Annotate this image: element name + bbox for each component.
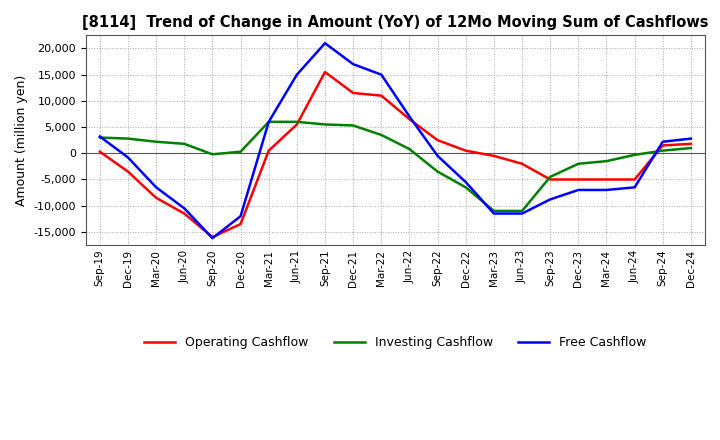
Investing Cashflow: [349, 123, 358, 128]
Operating Cashflow: [349, 90, 358, 95]
Legend: Operating Cashflow, Investing Cashflow, Free Cashflow: Operating Cashflow, Investing Cashflow, …: [139, 331, 652, 354]
Free Cashflow: [433, 153, 442, 158]
Investing Cashflow: [377, 132, 386, 138]
Investing Cashflow: [152, 139, 161, 144]
Line: Free Cashflow: Free Cashflow: [100, 43, 691, 238]
Operating Cashflow: [320, 70, 329, 75]
Line: Investing Cashflow: Investing Cashflow: [100, 122, 691, 211]
Operating Cashflow: [490, 153, 498, 158]
Investing Cashflow: [659, 148, 667, 153]
Free Cashflow: [349, 62, 358, 67]
Operating Cashflow: [208, 235, 217, 240]
Operating Cashflow: [180, 211, 189, 216]
Line: Operating Cashflow: Operating Cashflow: [100, 72, 691, 237]
Operating Cashflow: [462, 148, 470, 153]
Investing Cashflow: [405, 147, 414, 152]
Investing Cashflow: [433, 169, 442, 174]
Operating Cashflow: [518, 161, 526, 166]
Investing Cashflow: [124, 136, 132, 141]
Operating Cashflow: [377, 93, 386, 98]
Investing Cashflow: [236, 149, 245, 154]
Operating Cashflow: [405, 117, 414, 122]
Investing Cashflow: [687, 145, 696, 150]
Operating Cashflow: [264, 148, 273, 153]
Operating Cashflow: [152, 195, 161, 201]
Operating Cashflow: [124, 169, 132, 174]
Free Cashflow: [377, 72, 386, 77]
Investing Cashflow: [602, 158, 611, 164]
Investing Cashflow: [518, 208, 526, 213]
Operating Cashflow: [96, 149, 104, 154]
Investing Cashflow: [630, 152, 639, 158]
Investing Cashflow: [546, 174, 554, 180]
Investing Cashflow: [292, 119, 301, 125]
Free Cashflow: [602, 187, 611, 193]
Operating Cashflow: [687, 141, 696, 147]
Operating Cashflow: [574, 177, 582, 182]
Title: [8114]  Trend of Change in Amount (YoY) of 12Mo Moving Sum of Cashflows: [8114] Trend of Change in Amount (YoY) o…: [82, 15, 708, 30]
Operating Cashflow: [433, 138, 442, 143]
Operating Cashflow: [602, 177, 611, 182]
Free Cashflow: [180, 205, 189, 211]
Investing Cashflow: [462, 185, 470, 190]
Free Cashflow: [490, 211, 498, 216]
Free Cashflow: [320, 40, 329, 46]
Free Cashflow: [518, 211, 526, 216]
Operating Cashflow: [659, 143, 667, 148]
Free Cashflow: [687, 136, 696, 141]
Operating Cashflow: [546, 177, 554, 182]
Investing Cashflow: [180, 141, 189, 147]
Investing Cashflow: [208, 152, 217, 157]
Operating Cashflow: [292, 122, 301, 127]
Operating Cashflow: [630, 177, 639, 182]
Y-axis label: Amount (million yen): Amount (million yen): [15, 74, 28, 206]
Free Cashflow: [152, 185, 161, 190]
Operating Cashflow: [236, 221, 245, 227]
Free Cashflow: [124, 155, 132, 160]
Investing Cashflow: [96, 135, 104, 140]
Free Cashflow: [462, 180, 470, 185]
Investing Cashflow: [574, 161, 582, 166]
Free Cashflow: [264, 119, 273, 125]
Free Cashflow: [659, 139, 667, 144]
Free Cashflow: [405, 114, 414, 119]
Investing Cashflow: [320, 122, 329, 127]
Free Cashflow: [208, 235, 217, 241]
Free Cashflow: [546, 197, 554, 202]
Free Cashflow: [630, 185, 639, 190]
Free Cashflow: [574, 187, 582, 193]
Free Cashflow: [96, 134, 104, 139]
Free Cashflow: [292, 72, 301, 77]
Free Cashflow: [236, 213, 245, 219]
Investing Cashflow: [490, 208, 498, 213]
Investing Cashflow: [264, 119, 273, 125]
